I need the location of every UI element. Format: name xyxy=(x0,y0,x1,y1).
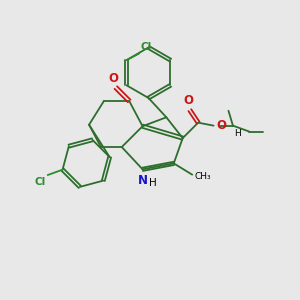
Text: CH₃: CH₃ xyxy=(195,172,211,181)
Text: Cl: Cl xyxy=(35,176,46,187)
Text: H: H xyxy=(234,129,241,138)
Text: H: H xyxy=(149,178,157,188)
Text: O: O xyxy=(217,118,226,131)
Text: O: O xyxy=(108,72,118,85)
Text: Cl: Cl xyxy=(140,42,152,52)
Text: N: N xyxy=(138,174,148,187)
Text: O: O xyxy=(183,94,193,107)
